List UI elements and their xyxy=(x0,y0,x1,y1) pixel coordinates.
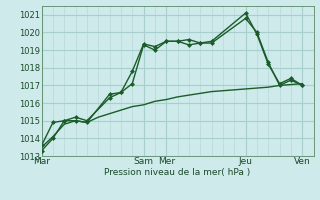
X-axis label: Pression niveau de la mer( hPa ): Pression niveau de la mer( hPa ) xyxy=(104,168,251,177)
